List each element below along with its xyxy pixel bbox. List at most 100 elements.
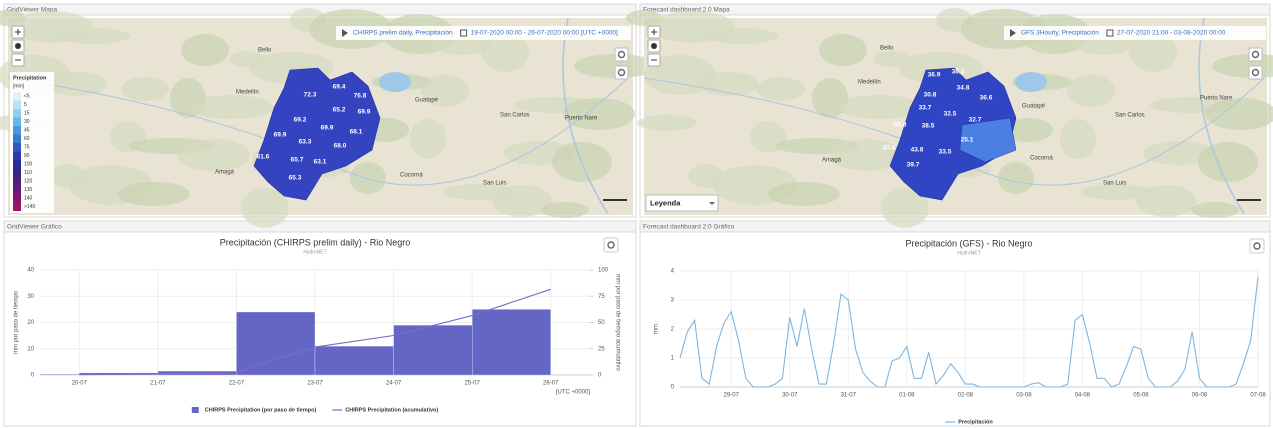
legend-label: 60 <box>24 136 30 142</box>
bar <box>236 312 315 375</box>
terrain <box>410 119 446 159</box>
map-settings-button[interactable] <box>1249 66 1262 79</box>
bar <box>40 374 79 375</box>
bar <box>315 346 394 375</box>
legend-label: 75 <box>24 144 30 150</box>
chart-settings-button[interactable] <box>604 238 618 252</box>
region-value: 76.8 <box>354 93 367 100</box>
legend-label: 130 <box>24 187 33 193</box>
legend-label: 120 <box>24 178 33 184</box>
terrain <box>350 162 386 194</box>
region-value: 68.1 <box>350 129 363 136</box>
place-label: Bello <box>258 48 272 54</box>
terrain <box>998 162 1034 194</box>
region-value: 36.9 <box>928 72 941 79</box>
x-tick-label: 02-08 <box>958 393 974 399</box>
legend-swatch <box>13 194 21 203</box>
terrain <box>181 34 229 66</box>
map-settings-button[interactable] <box>615 48 628 61</box>
x-tick-label: 29-07 <box>724 393 740 399</box>
y-axis-label: mm por paso de tiempo <box>14 290 20 354</box>
region-value: 69.4 <box>333 84 346 91</box>
map: BelloMedellínGuatapéSan CarlosPuerto Nar… <box>0 8 658 228</box>
terrain <box>47 72 107 96</box>
place-label: San Luis <box>483 181 506 187</box>
lake <box>379 72 411 92</box>
legend-label: 110 <box>24 170 32 176</box>
place-label: Cocorná <box>1030 156 1053 162</box>
dashboard: GridViewer MapaForecast dashboard 2.0 Ma… <box>0 0 1273 428</box>
region-value: 30.8 <box>924 92 937 99</box>
region-value: 69.2 <box>294 117 307 124</box>
region-value: 38.5 <box>922 123 935 130</box>
region-value: 33.7 <box>919 105 932 112</box>
x-tick-label: 03-08 <box>1016 393 1032 399</box>
place-label: Guatapé <box>415 98 439 104</box>
x-tick-label: 30-07 <box>782 393 798 399</box>
y2-axis-label: mm por paso de tiempo acumulativo <box>614 274 620 371</box>
chart-subtitle: HydroNET <box>303 249 326 255</box>
legend-item[interactable]: CHIRPS Precipitation (por paso de tiempo… <box>192 407 317 413</box>
locate-icon <box>15 43 21 49</box>
map-settings-button[interactable] <box>1249 48 1262 61</box>
region-value: 25.1 <box>961 137 974 144</box>
terrain <box>121 77 169 101</box>
region-value: 32.7 <box>969 117 982 124</box>
map-settings-button[interactable] <box>615 66 628 79</box>
layer-name: CHIRPS prelim daily, Precipitación <box>353 30 453 37</box>
x-tick-label: 07-08 <box>1250 393 1266 399</box>
layer-period: 27-07-2020 21:00 - 03-08-2020 00:00 <box>1117 30 1226 37</box>
place-label: Puerto Nare <box>1200 96 1233 102</box>
x-tick-label: 25-07 <box>464 381 480 387</box>
terrain <box>178 139 250 171</box>
legend-label: Precipitación <box>958 419 993 425</box>
legend-swatch <box>13 169 21 178</box>
legend-swatch <box>13 152 21 161</box>
y2-tick-label: 75 <box>598 294 605 300</box>
terrain <box>768 182 840 206</box>
terrain <box>189 95 273 119</box>
legend-swatch <box>13 101 21 110</box>
y2-tick-label: 25 <box>598 346 605 352</box>
locate-icon <box>651 43 657 49</box>
x-tick-label: 04-08 <box>1075 393 1091 399</box>
legend-label: 15 <box>24 110 30 116</box>
place-label: Bello <box>880 46 894 52</box>
y-tick-label: 40 <box>27 268 34 274</box>
chart-title: Precipitación (GFS) - Rio Negro <box>905 238 1032 248</box>
region-value: 43.8 <box>911 147 924 154</box>
chart-subtitle: HydroNET <box>957 250 980 256</box>
place-label: Medellín <box>858 80 881 86</box>
legend-label: 100 <box>24 161 33 167</box>
legend-label: CHIRPS Precipitation (acumulativo) <box>345 407 438 413</box>
panel-header <box>4 221 636 232</box>
terrain <box>563 98 635 130</box>
legend-swatch <box>13 160 21 169</box>
scale-bar <box>603 199 627 201</box>
layer-name: GFS 3Hourly, Precipitación <box>1021 30 1099 37</box>
y-tick-label: 30 <box>27 294 34 300</box>
place-label: San Carlos <box>1115 113 1145 119</box>
legend-swatch <box>13 143 21 152</box>
x-axis-label: [UTC +0000] <box>556 390 591 396</box>
legend-label: 30 <box>24 119 30 125</box>
region-value: 33.5 <box>939 149 952 156</box>
lake <box>1015 72 1047 92</box>
x-tick-label: 21-07 <box>150 381 166 387</box>
region-value: 65.7 <box>291 157 304 164</box>
legend-item[interactable]: CHIRPS Precipitation (acumulativo) <box>332 407 438 413</box>
region-value: 63.1 <box>314 159 327 166</box>
x-tick-label: 20-07 <box>72 381 88 387</box>
legend-swatch <box>13 186 21 195</box>
region-value: 65.3 <box>289 175 302 182</box>
region-value: 68.0 <box>334 143 347 150</box>
scale-bar <box>1237 199 1261 201</box>
region-value: 69.9 <box>321 125 334 132</box>
body: GridViewer MapaForecast dashboard 2.0 Ma… <box>0 0 1273 428</box>
chart-settings-button[interactable] <box>1250 239 1264 253</box>
region-value: 36.6 <box>980 95 993 102</box>
panel-title: Forecast dashboard 2.0 Gráfico <box>643 224 735 231</box>
x-tick-label: 01-08 <box>899 393 915 399</box>
terrain <box>118 182 190 206</box>
region-value: 69.9 <box>358 109 371 116</box>
